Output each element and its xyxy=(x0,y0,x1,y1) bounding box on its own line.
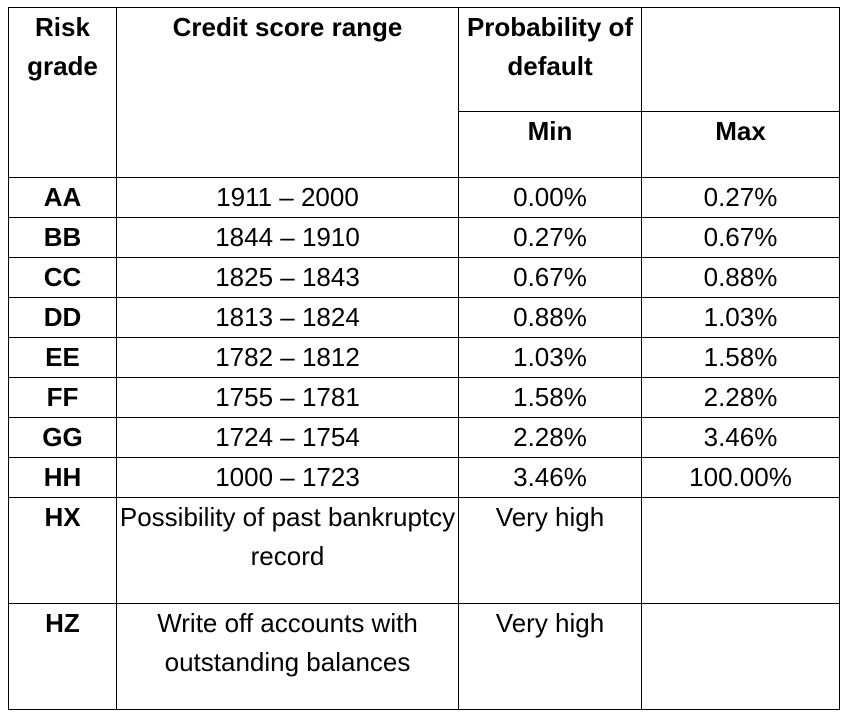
risk-grade-table: Risk grade Credit score range Probabilit… xyxy=(8,7,840,710)
header-empty xyxy=(641,7,840,112)
table-row: GG 1724 – 1754 2.28% 3.46% xyxy=(8,417,840,458)
table-row: CC 1825 – 1843 0.67% 0.88% xyxy=(8,257,840,298)
min-probability-cell: 0.00% xyxy=(458,177,642,218)
empty-cell xyxy=(641,497,840,604)
table-row: EE 1782 – 1812 1.03% 1.58% xyxy=(8,337,840,378)
risk-grade-cell: FF xyxy=(8,377,117,418)
risk-grade-cell: GG xyxy=(8,417,117,458)
risk-grade-cell: HX xyxy=(8,497,117,604)
table-row: DD 1813 – 1824 0.88% 1.03% xyxy=(8,297,840,338)
credit-score-range-cell: 1911 – 2000 xyxy=(116,177,459,218)
risk-grade-cell: DD xyxy=(8,297,117,338)
risk-grade-cell: HZ xyxy=(8,603,117,710)
min-probability-cell: 0.88% xyxy=(458,297,642,338)
min-probability-cell: 1.58% xyxy=(458,377,642,418)
probability-cell: Very high xyxy=(458,497,642,604)
max-probability-cell: 3.46% xyxy=(641,417,840,458)
max-probability-cell: 1.03% xyxy=(641,297,840,338)
header-min: Min xyxy=(458,111,642,178)
table-row: BB 1844 – 1910 0.27% 0.67% xyxy=(8,217,840,258)
risk-grade-cell: CC xyxy=(8,257,117,298)
min-probability-cell: 1.03% xyxy=(458,337,642,378)
min-probability-cell: 2.28% xyxy=(458,417,642,458)
credit-score-range-cell: 1844 – 1910 xyxy=(116,217,459,258)
max-probability-cell: 2.28% xyxy=(641,377,840,418)
risk-grade-cell: AA xyxy=(8,177,117,218)
table-row: FF 1755 – 1781 1.58% 2.28% xyxy=(8,377,840,418)
min-probability-cell: 3.46% xyxy=(458,457,642,498)
table-row: HZ Write off accounts with outstanding ba… xyxy=(8,603,840,710)
risk-grade-cell: BB xyxy=(8,217,117,258)
credit-score-range-cell: 1782 – 1812 xyxy=(116,337,459,378)
subheader-row: Min Max xyxy=(9,111,840,178)
empty-cell xyxy=(641,603,840,710)
header-row: Risk grade Credit score range Probabilit… xyxy=(8,7,840,178)
min-probability-cell: 0.67% xyxy=(458,257,642,298)
risk-grade-cell: HH xyxy=(8,457,117,498)
credit-score-range-cell: 1724 – 1754 xyxy=(116,417,459,458)
min-probability-cell: 0.27% xyxy=(458,217,642,258)
credit-score-range-cell: 1000 – 1723 xyxy=(116,457,459,498)
table-row: HX Possibility of past bankruptcy record V… xyxy=(8,497,840,604)
credit-score-range-cell: 1755 – 1781 xyxy=(116,377,459,418)
max-probability-cell: 0.88% xyxy=(641,257,840,298)
credit-score-range-cell: 1825 – 1843 xyxy=(116,257,459,298)
probability-cell: Very high xyxy=(458,603,642,710)
risk-grade-cell: EE xyxy=(8,337,117,378)
table-row: AA 1911 – 2000 0.00% 0.27% xyxy=(8,177,840,218)
table-row: HH 1000 – 1723 3.46% 100.00% xyxy=(8,457,840,498)
description-cell: Possibility of past bankruptcy record xyxy=(116,497,459,604)
description-cell: Write off accounts with outstanding bala… xyxy=(116,603,459,710)
header-risk-grade: Risk grade xyxy=(8,7,117,178)
max-probability-cell: 0.27% xyxy=(641,177,840,218)
header-max: Max xyxy=(641,111,840,178)
max-probability-cell: 100.00% xyxy=(641,457,840,498)
credit-score-range-cell: 1813 – 1824 xyxy=(116,297,459,338)
header-credit-score-range: Credit score range xyxy=(116,7,459,178)
max-probability-cell: 1.58% xyxy=(641,337,840,378)
max-probability-cell: 0.67% xyxy=(641,217,840,258)
header-probability-of-default: Probability of default xyxy=(458,7,642,112)
